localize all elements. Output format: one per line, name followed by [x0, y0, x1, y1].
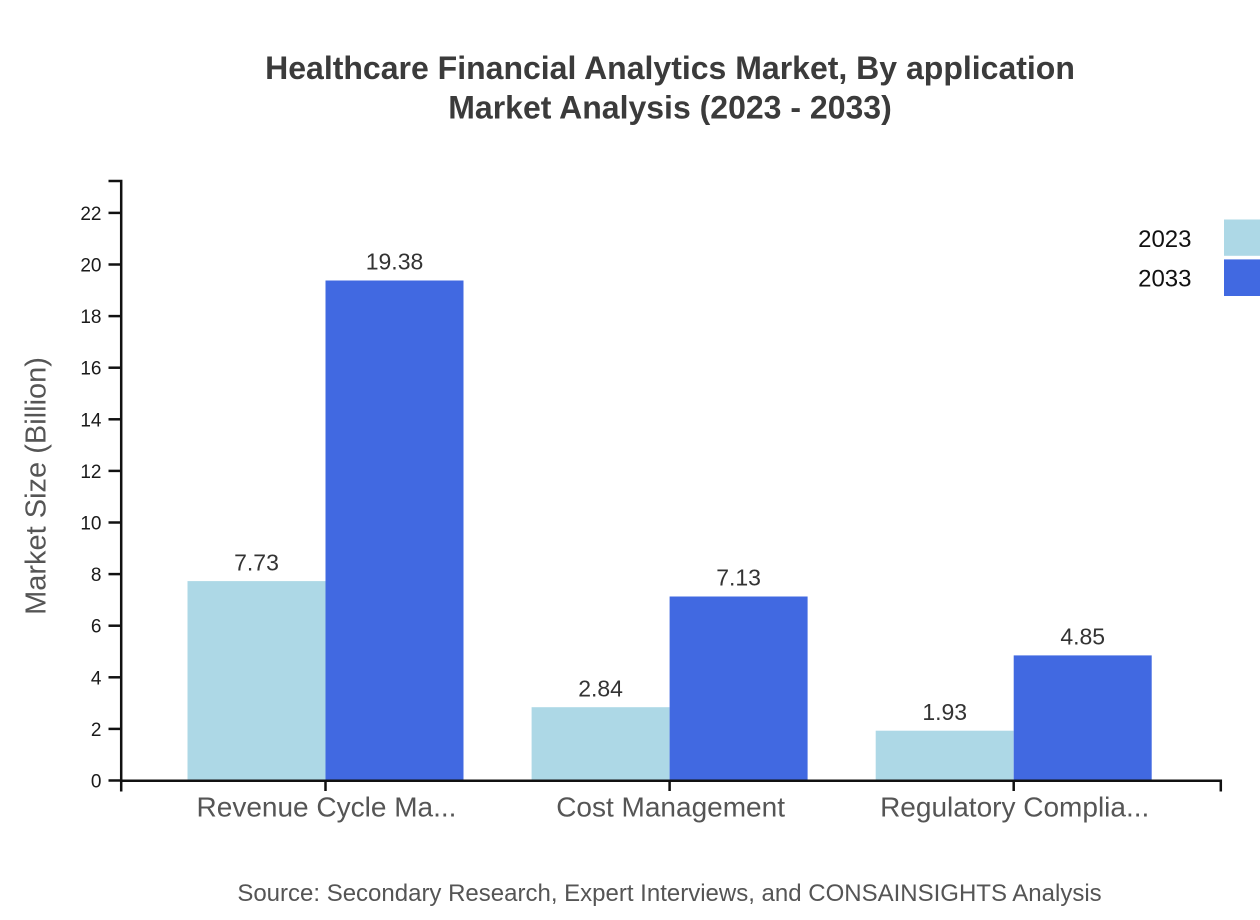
svg-text:16: 16	[80, 359, 101, 380]
svg-text:Market Size (Billion): Market Size (Billion)	[21, 357, 53, 615]
svg-text:7.13: 7.13	[716, 565, 761, 591]
svg-text:2033: 2033	[1138, 265, 1191, 292]
svg-text:Healthcare Financial Analytics: Healthcare Financial Analytics Market, B…	[265, 50, 1075, 86]
svg-text:Market Analysis (2023 - 2033): Market Analysis (2023 - 2033)	[448, 90, 892, 126]
svg-text:Source: Secondary Research, Ex: Source: Secondary Research, Expert Inter…	[237, 880, 1101, 907]
svg-text:20: 20	[80, 256, 101, 277]
svg-text:Cost Management: Cost Management	[556, 792, 785, 823]
svg-text:7.73: 7.73	[234, 549, 279, 575]
svg-text:4: 4	[91, 668, 102, 689]
svg-text:10: 10	[80, 514, 101, 535]
svg-text:0: 0	[91, 772, 102, 793]
svg-text:2: 2	[91, 720, 102, 741]
svg-text:Regulatory Complia...: Regulatory Complia...	[880, 792, 1149, 823]
svg-text:1.93: 1.93	[922, 699, 967, 725]
svg-text:2023: 2023	[1138, 226, 1191, 253]
svg-text:19.38: 19.38	[366, 249, 424, 275]
svg-text:6: 6	[91, 617, 102, 638]
svg-text:Revenue Cycle Ma...: Revenue Cycle Ma...	[197, 792, 457, 823]
svg-text:22: 22	[80, 204, 101, 225]
svg-text:8: 8	[91, 565, 102, 586]
svg-text:2.84: 2.84	[578, 675, 623, 701]
svg-text:4.85: 4.85	[1060, 624, 1105, 650]
svg-text:12: 12	[80, 462, 101, 483]
svg-text:18: 18	[80, 307, 101, 328]
svg-text:14: 14	[80, 410, 102, 431]
